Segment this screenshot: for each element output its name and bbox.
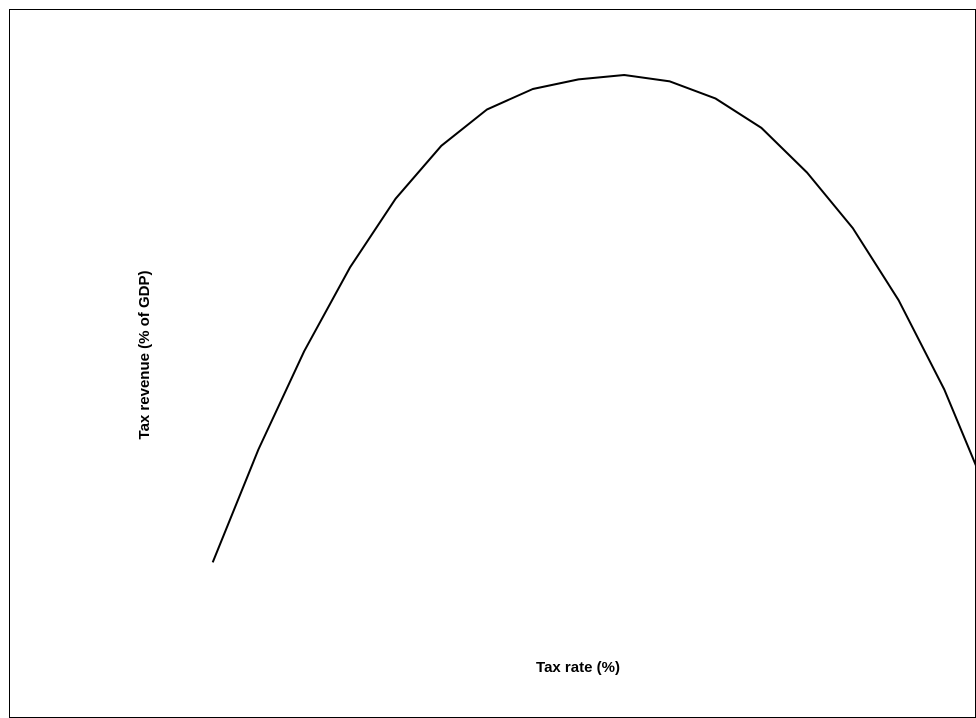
x-axis-title: Tax rate (%)	[536, 659, 620, 676]
chart-border	[9, 9, 976, 718]
series-line-1	[211, 74, 976, 563]
plot-area	[211, 74, 976, 563]
y-axis-title: Tax revenue (% of GDP)	[136, 271, 153, 440]
